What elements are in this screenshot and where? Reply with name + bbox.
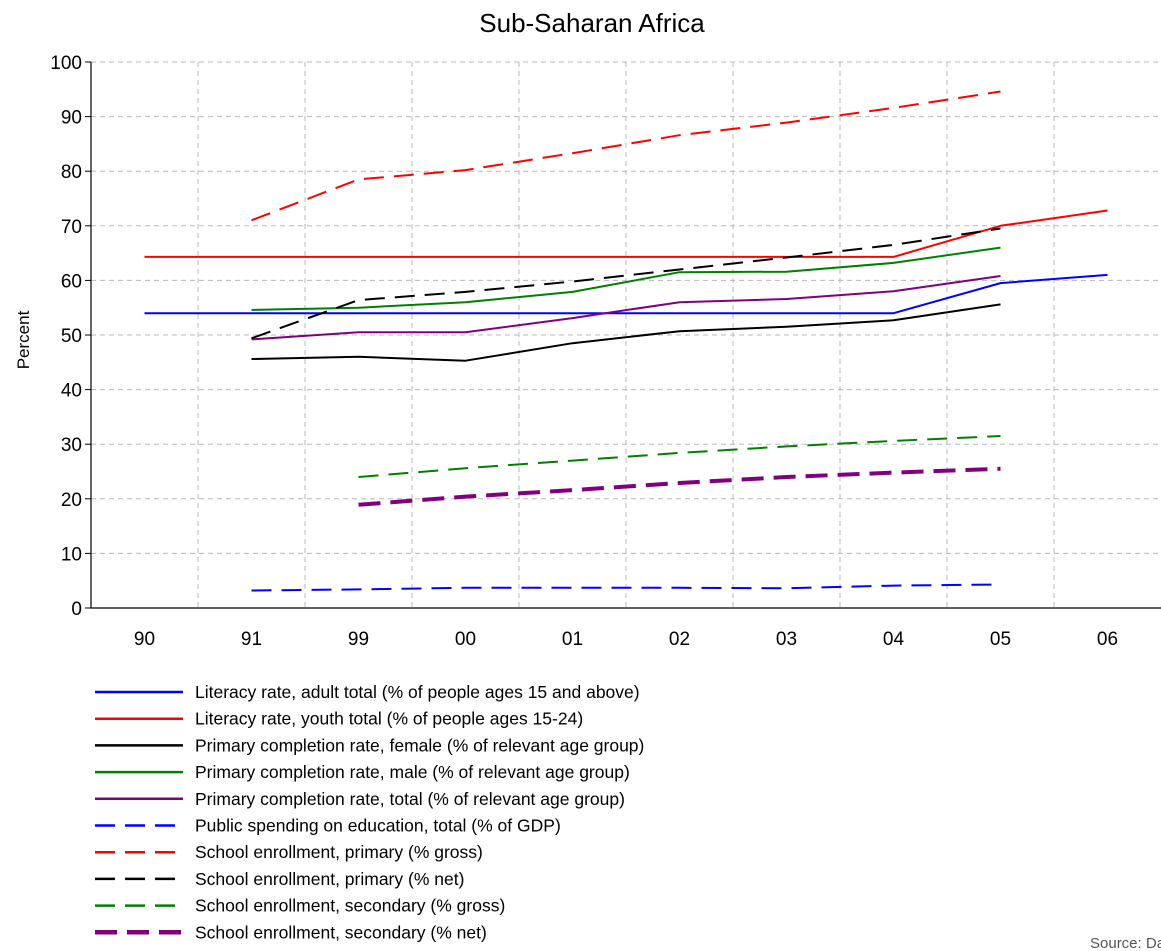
y-tick-label: 100: [50, 53, 82, 74]
legend: Literacy rate, adult total (% of people …: [95, 682, 644, 942]
x-tick-label: 90: [134, 629, 155, 650]
axes: [85, 61, 1161, 609]
series-line: [251, 583, 1001, 592]
series-line: [144, 273, 1108, 315]
source-note: Source: Data from The World Bank: [1090, 935, 1161, 951]
legend-label: School enrollment, secondary (% gross): [195, 896, 505, 916]
y-tick-label: 20: [61, 490, 82, 511]
y-tick-label: 50: [61, 326, 82, 347]
x-tick-label: 04: [883, 629, 905, 650]
y-tick-label: 40: [61, 381, 82, 402]
chart-title: Sub-Saharan Africa: [479, 8, 705, 38]
series-line: [251, 90, 1001, 222]
x-tick-label: 06: [1097, 629, 1118, 650]
series-line: [358, 435, 1001, 478]
series-line: [358, 466, 1001, 507]
y-tick-label: 60: [61, 271, 82, 292]
y-axis-label: Percent: [14, 310, 33, 369]
grid-lines: [91, 61, 1161, 608]
x-tick-label: 91: [241, 629, 262, 650]
legend-label: Primary completion rate, male (% of rele…: [195, 762, 630, 782]
legend-label: Public spending on education, total (% o…: [195, 816, 561, 836]
series-line: [251, 227, 1001, 340]
x-tick-label: 01: [562, 629, 583, 650]
legend-label: Primary completion rate, female (% of re…: [195, 735, 644, 755]
x-tick-label: 99: [348, 629, 369, 650]
legend-label: Primary completion rate, total (% of rel…: [195, 789, 625, 809]
y-tick-label: 30: [61, 435, 82, 456]
series-line: [251, 275, 1001, 341]
x-tick-label: 00: [455, 629, 476, 650]
y-tick-label: 0: [71, 599, 82, 620]
tick-labels: 0 10 20 30 40 50 60 70 80 90 100 90 91 99 00 01 02 03 04 05…: [50, 53, 1118, 650]
x-tick-label: 03: [776, 629, 797, 650]
legend-label: Literacy rate, youth total (% of people …: [195, 709, 583, 729]
x-tick-label: 05: [990, 629, 1011, 650]
series-lines: [144, 90, 1108, 592]
series-line: [251, 246, 1001, 311]
legend-label: School enrollment, primary (% net): [195, 869, 464, 889]
y-tick-label: 70: [61, 217, 82, 238]
y-tick-label: 90: [61, 108, 82, 129]
series-line: [251, 303, 1001, 362]
legend-label: Literacy rate, adult total (% of people …: [195, 682, 640, 702]
legend-label: School enrollment, secondary (% net): [195, 922, 487, 942]
series-line: [144, 209, 1108, 258]
x-tick-label: 02: [669, 629, 690, 650]
legend-label: School enrollment, primary (% gross): [195, 842, 483, 862]
y-tick-label: 10: [61, 544, 82, 565]
y-tick-label: 80: [61, 162, 82, 183]
